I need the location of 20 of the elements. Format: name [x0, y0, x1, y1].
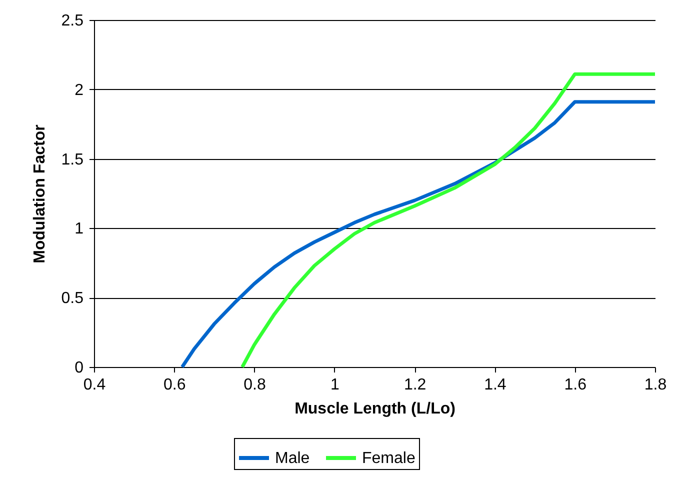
line-series: [180, 100, 657, 369]
y-tick-label: 0.5: [61, 290, 84, 308]
y-axis-title: Modulation Factor: [31, 124, 48, 264]
y-tick-label: 1.5: [61, 151, 84, 168]
x-axis-title: Muscle Length (L/Lo): [294, 400, 456, 418]
y-tick-label: 2.5: [61, 12, 84, 30]
x-tick-label: 1: [330, 376, 340, 394]
legend-label: Male: [275, 450, 310, 467]
x-tick-label: 1.8: [644, 376, 667, 394]
y-tick-label: 1: [74, 220, 84, 238]
line-series: [240, 72, 657, 369]
x-tick-label: 0.8: [244, 376, 266, 394]
x-tick-label: 0.6: [164, 376, 186, 394]
y-tick-label: 0: [74, 360, 84, 376]
x-tick-label: 0.4: [83, 376, 106, 394]
legend-label: Female: [362, 450, 416, 467]
x-tick-label: 1.2: [404, 376, 426, 394]
x-tick-label: 1.6: [564, 376, 587, 394]
y-tick-label: 2: [74, 82, 84, 99]
x-tick-label: 1.4: [484, 376, 506, 394]
